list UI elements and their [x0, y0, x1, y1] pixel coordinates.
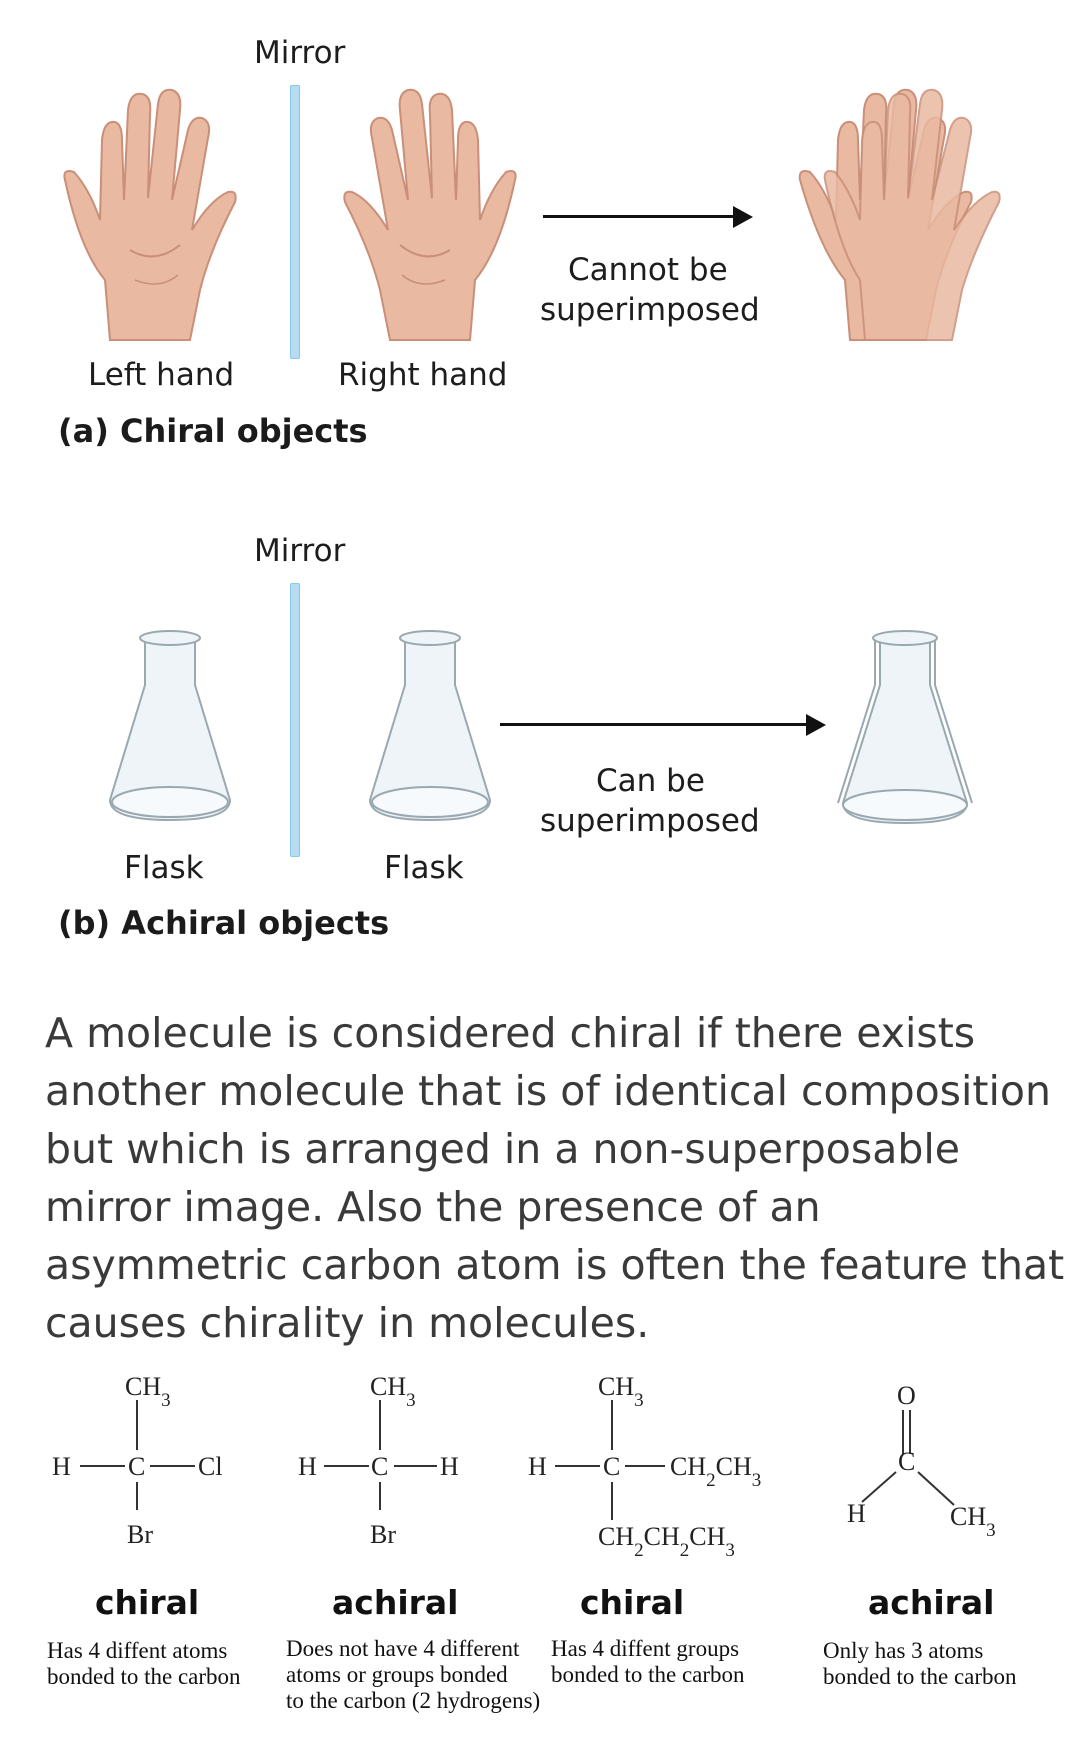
- note-line: to the carbon (2 hydrogens): [286, 1688, 541, 1713]
- caption-a: (a) Chiral objects: [58, 412, 368, 450]
- atom-label: H: [440, 1452, 459, 1481]
- paragraph-line: A molecule is considered chiral if there…: [45, 1009, 976, 1057]
- arrow-head-b: [806, 714, 826, 736]
- overlapped-hands-image: [798, 88, 1001, 341]
- note-line: Only has 3 atoms: [823, 1638, 984, 1663]
- note-line: Has 4 diffent atoms: [47, 1638, 228, 1663]
- atom-label: Br: [127, 1520, 153, 1549]
- left-hand-label: Left hand: [88, 357, 235, 393]
- atom-label: CH2CH2CH3: [598, 1522, 735, 1560]
- arrow-text-b-line2: superimposed: [540, 803, 760, 839]
- atom-label: H: [528, 1452, 547, 1481]
- arrow-b: [500, 723, 810, 726]
- note-line: atoms or groups bonded: [286, 1662, 508, 1687]
- atom-label: H: [52, 1452, 71, 1481]
- atom-label: C: [371, 1452, 388, 1481]
- arrow-a: [543, 215, 738, 218]
- atom-label: CH3: [950, 1502, 996, 1541]
- mirror-label-b: Mirror: [254, 533, 346, 569]
- note-line: Has 4 diffent groups: [551, 1636, 740, 1661]
- verdict-label: achiral: [868, 1583, 995, 1622]
- paragraph-line: asymmetric carbon atom is often the feat…: [45, 1241, 1065, 1289]
- paragraph-line: causes chirality in molecules.: [45, 1299, 650, 1347]
- left-hand-image: [63, 88, 237, 341]
- atom-label: C: [603, 1452, 620, 1481]
- atom-label: CH3: [125, 1372, 171, 1411]
- atom-label: O: [897, 1381, 916, 1410]
- molecule-note: Has 4 diffent groups bonded to the carbo…: [551, 1636, 745, 1688]
- arrow-text-a-line2: superimposed: [540, 292, 760, 328]
- atom-label: H: [298, 1452, 317, 1481]
- caption-b: (b) Achiral objects: [58, 904, 390, 942]
- arrow-head-a: [733, 206, 753, 228]
- molecule-structures: CH3 H C Cl Br CH3 H C H Br CH3 H C CH2CH…: [52, 1372, 996, 1560]
- atom-label: CH2CH3: [670, 1452, 761, 1491]
- paragraph-line: mirror image. Also the presence of an: [45, 1183, 821, 1231]
- atom-label: CH3: [370, 1372, 416, 1411]
- left-flask-image: [108, 630, 232, 822]
- note-line: Does not have 4 different: [286, 1636, 520, 1661]
- right-flask-label: Flask: [384, 850, 464, 886]
- right-flask-image: [368, 630, 492, 822]
- note-line: bonded to the carbon: [47, 1664, 241, 1689]
- overlapped-flasks-image: [837, 630, 973, 825]
- atom-label: C: [898, 1447, 915, 1476]
- atom-label: Br: [370, 1520, 396, 1549]
- arrow-text-a-line1: Cannot be: [568, 252, 728, 288]
- explanation-paragraph: A molecule is considered chiral if there…: [45, 1004, 1065, 1352]
- molecule-note: Only has 3 atoms bonded to the carbon: [823, 1638, 1017, 1690]
- verdict-label: chiral: [95, 1583, 200, 1622]
- molecule-note: Has 4 diffent atoms bonded to the carbon: [47, 1638, 241, 1690]
- mirror-a: [290, 85, 300, 359]
- paragraph-line: another molecule that is of identical co…: [45, 1067, 1051, 1115]
- atom-label: Cl: [198, 1452, 223, 1481]
- atom-label: C: [128, 1452, 145, 1481]
- atom-label: CH3: [598, 1372, 644, 1411]
- mirror-label-a: Mirror: [254, 35, 346, 71]
- atom-label: H: [847, 1499, 866, 1528]
- paragraph-line: but which is arranged in a non-superposa…: [45, 1125, 961, 1173]
- arrow-text-b-line1: Can be: [596, 763, 705, 799]
- right-hand-image: [343, 88, 517, 341]
- verdict-label: achiral: [332, 1583, 459, 1622]
- right-hand-label: Right hand: [338, 357, 508, 393]
- mirror-b: [290, 583, 300, 857]
- note-line: bonded to the carbon: [551, 1662, 745, 1687]
- left-flask-label: Flask: [124, 850, 204, 886]
- note-line: bonded to the carbon: [823, 1664, 1017, 1689]
- molecule-note: Does not have 4 different atoms or group…: [286, 1636, 540, 1714]
- verdict-label: chiral: [580, 1583, 685, 1622]
